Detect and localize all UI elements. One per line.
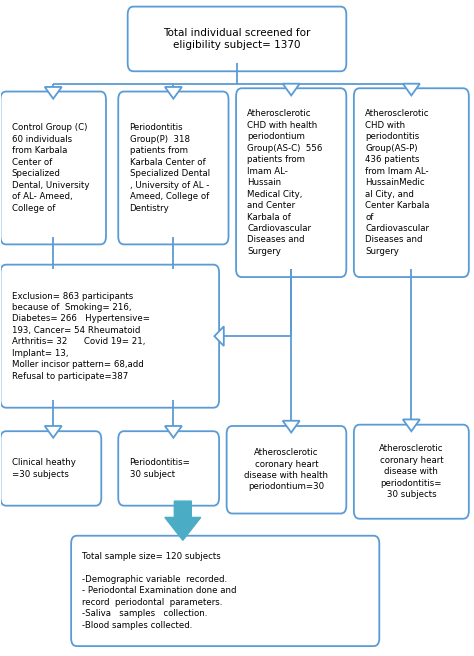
FancyBboxPatch shape [0, 431, 101, 506]
FancyBboxPatch shape [227, 426, 346, 514]
FancyBboxPatch shape [71, 536, 379, 646]
Text: Clinical heathy
=30 subjects: Clinical heathy =30 subjects [12, 459, 76, 479]
FancyBboxPatch shape [354, 89, 469, 277]
Polygon shape [45, 426, 62, 438]
Polygon shape [403, 84, 420, 96]
Polygon shape [403, 419, 420, 431]
FancyBboxPatch shape [354, 424, 469, 519]
Polygon shape [45, 87, 62, 98]
Polygon shape [283, 84, 300, 96]
Text: Atherosclerotic
CHD with health
periodontium
Group(AS-C)  556
patients from
Imam: Atherosclerotic CHD with health periodon… [247, 110, 323, 256]
FancyBboxPatch shape [118, 431, 219, 506]
Polygon shape [214, 327, 224, 346]
Text: Atherosclerotic
coronary heart
disease with
periodontitis=
30 subjects: Atherosclerotic coronary heart disease w… [379, 444, 444, 499]
Polygon shape [165, 501, 201, 541]
Text: Exclusion= 863 participants
because of  Smoking= 216,
Diabetes= 266   Hypertensi: Exclusion= 863 participants because of S… [12, 291, 150, 380]
Text: Periodontitis
Group(P)  318
patients from
Karbala Center of
Specialized Dental
,: Periodontitis Group(P) 318 patients from… [129, 123, 210, 213]
Text: Control Group (C)
60 individuals
from Karbala
Center of
Specialized
Dental, Univ: Control Group (C) 60 individuals from Ka… [12, 123, 89, 213]
FancyBboxPatch shape [128, 7, 346, 72]
Text: Total sample size= 120 subjects

-Demographic variable  recorded.
- Periodontal : Total sample size= 120 subjects -Demogra… [82, 552, 237, 630]
FancyBboxPatch shape [236, 89, 346, 277]
Polygon shape [165, 87, 182, 98]
FancyBboxPatch shape [0, 92, 106, 245]
Polygon shape [283, 420, 300, 432]
Text: Atherosclerotic
CHD with
periodontitis
Group(AS-P)
436 patients
from Imam AL-
Hu: Atherosclerotic CHD with periodontitis G… [365, 110, 429, 256]
Polygon shape [165, 426, 182, 438]
FancyBboxPatch shape [0, 264, 219, 407]
Text: Atherosclerotic
coronary heart
disease with health
periodontium=30: Atherosclerotic coronary heart disease w… [245, 448, 328, 491]
Text: Total individual screened for
eligibility subject= 1370: Total individual screened for eligibilit… [164, 28, 310, 51]
FancyBboxPatch shape [118, 92, 228, 245]
Text: Periodontitis=
30 subject: Periodontitis= 30 subject [129, 459, 191, 479]
